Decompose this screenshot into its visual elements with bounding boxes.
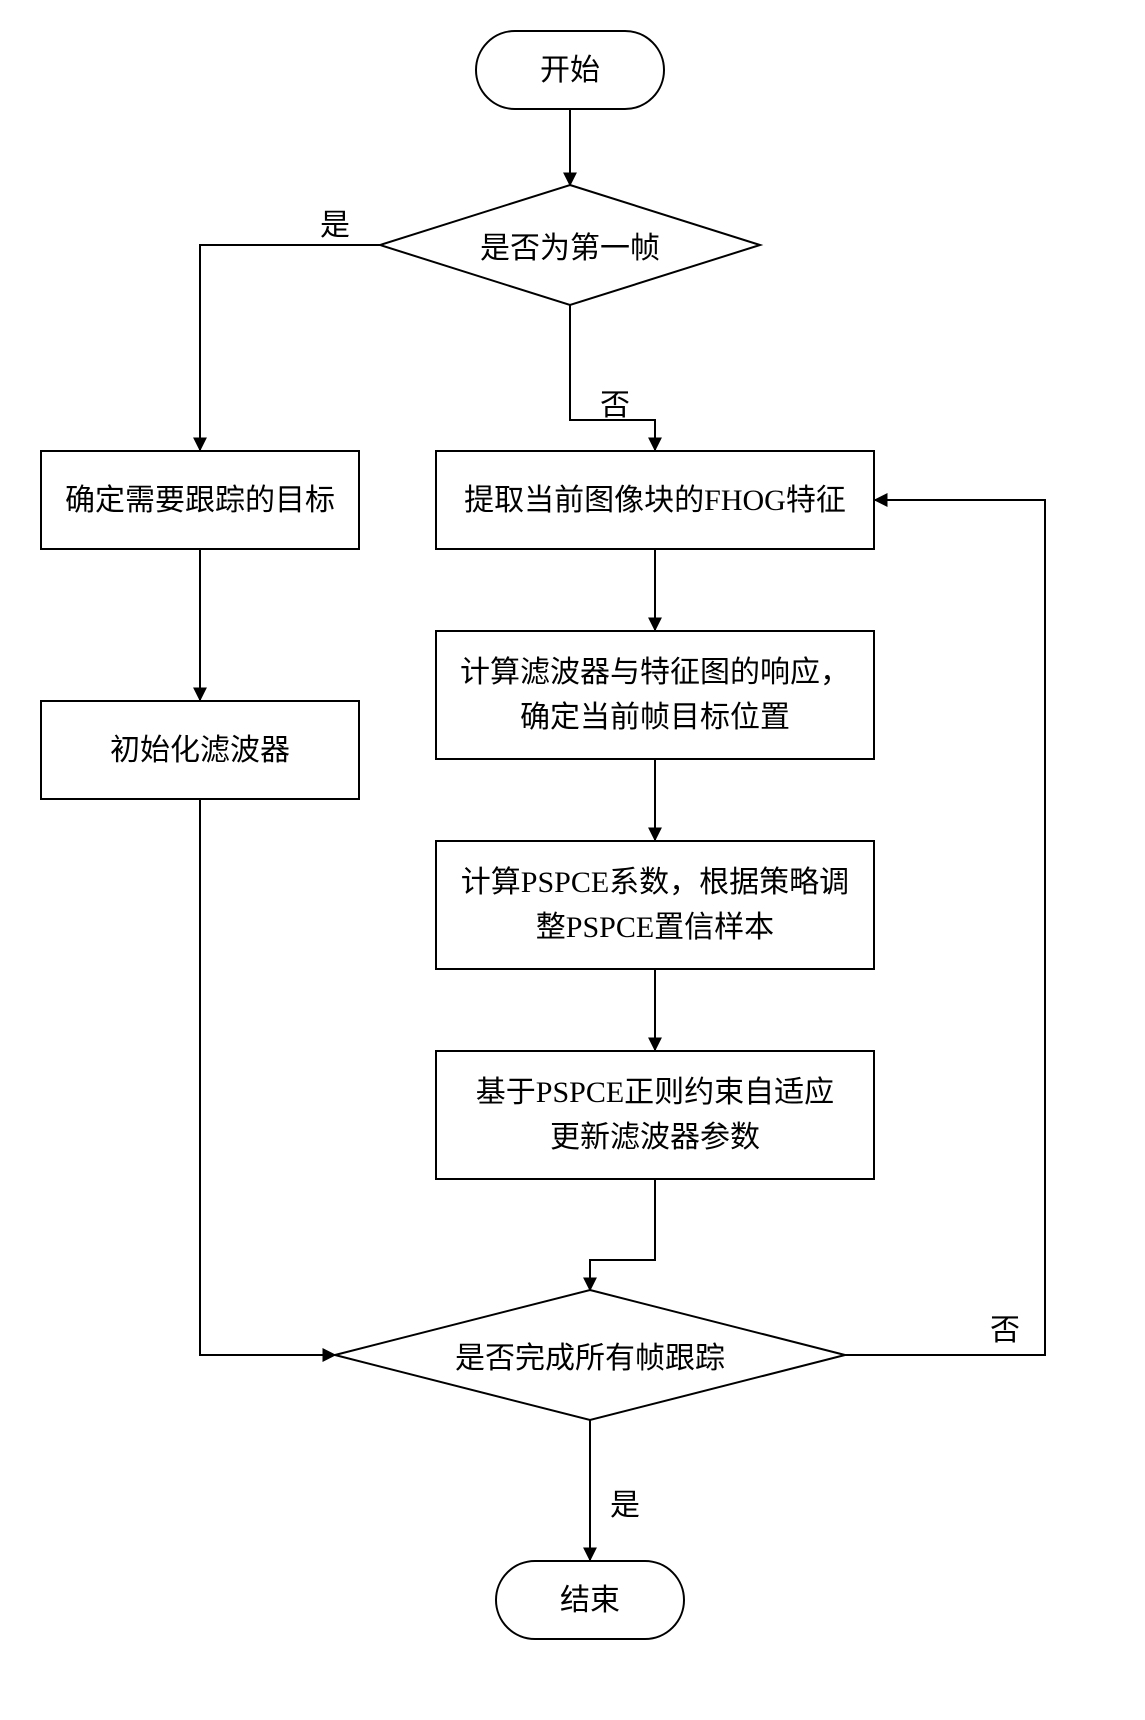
- node-d2: [335, 1290, 845, 1420]
- node-right3: 计算PSPCE系数，根据策略调 整PSPCE置信样本: [435, 840, 875, 970]
- node-label: 计算滤波器与特征图的响应， 确定当前帧目标位置: [452, 650, 858, 740]
- node-label: 确定需要跟踪的目标: [57, 478, 343, 523]
- node-label-d2: 是否完成所有帧跟踪: [335, 1290, 845, 1420]
- node-start: 开始: [475, 30, 665, 110]
- node-right1: 提取当前图像块的FHOG特征: [435, 450, 875, 550]
- edge-label-d1-left1: 是: [320, 200, 350, 244]
- node-label: 基于PSPCE正则约束自适应 更新滤波器参数: [468, 1070, 842, 1160]
- edge-label-d2-end: 是: [610, 1480, 640, 1524]
- edge-d1-right1: [570, 305, 655, 450]
- edge-right4-d2: [590, 1180, 655, 1290]
- edge-label-d2-right1: 否: [990, 1305, 1020, 1349]
- flowchart-canvas: 开始是否为第一帧确定需要跟踪的目标初始化滤波器 提取当前图像块的FHOG特征计算滤…: [0, 0, 1145, 1720]
- edge-d1-left1: [200, 245, 380, 450]
- node-right4: 基于PSPCE正则约束自适应 更新滤波器参数: [435, 1050, 875, 1180]
- edge-left2-d2: [200, 800, 335, 1355]
- node-left1: 确定需要跟踪的目标: [40, 450, 360, 550]
- node-left2: 初始化滤波器: [40, 700, 360, 800]
- node-end: 结束: [495, 1560, 685, 1640]
- node-label: 提取当前图像块的FHOG特征: [456, 478, 854, 523]
- node-label: 开始: [532, 48, 608, 93]
- node-label: 计算PSPCE系数，根据策略调 整PSPCE置信样本: [453, 860, 857, 950]
- node-label-d1: 是否为第一帧: [380, 185, 760, 305]
- node-d1: [380, 185, 760, 305]
- node-label: 初始化滤波器: [102, 728, 298, 773]
- edge-label-d1-right1: 否: [600, 380, 630, 424]
- node-right2: 计算滤波器与特征图的响应， 确定当前帧目标位置: [435, 630, 875, 760]
- edge-d2-right1: [845, 500, 1045, 1355]
- node-label: 结束: [552, 1578, 628, 1623]
